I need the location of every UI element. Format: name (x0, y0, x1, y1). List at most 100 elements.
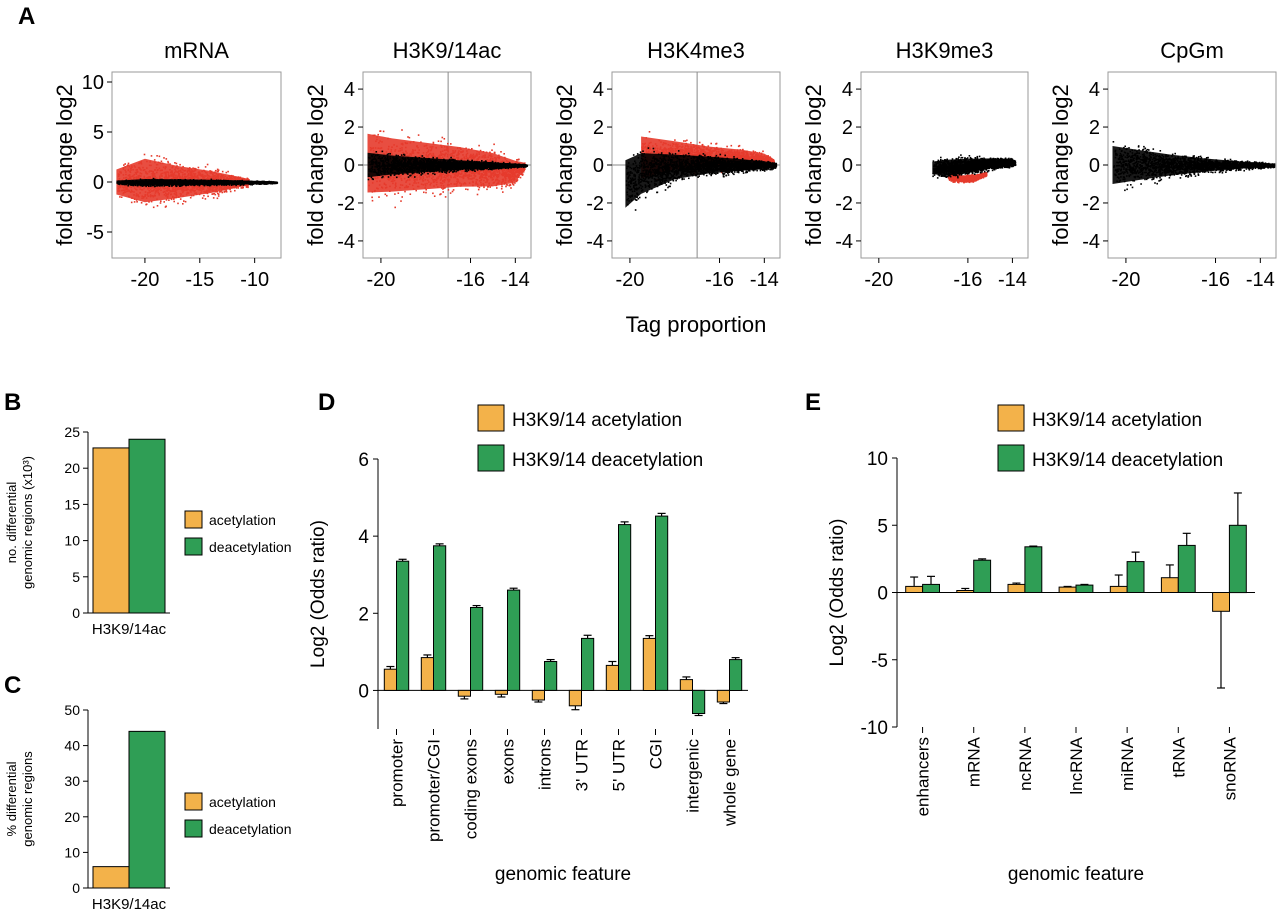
data-point (509, 184, 512, 186)
data-point (160, 200, 162, 202)
panel-label-c: C (4, 672, 21, 699)
data-point (251, 184, 253, 186)
data-point (444, 196, 447, 198)
chart-title: H3K9/14ac (393, 38, 502, 63)
data-point (197, 166, 200, 169)
data-point (152, 206, 155, 209)
data-point (156, 205, 159, 207)
data-point (148, 201, 150, 203)
data-point (150, 185, 152, 187)
data-point (127, 184, 129, 187)
y-axis-label: fold change log2 (52, 84, 77, 245)
data-point (245, 186, 248, 188)
data-point (216, 168, 219, 171)
y-tick-label: -5 (86, 222, 104, 244)
data-point (174, 162, 176, 164)
data-point (486, 188, 488, 191)
data-point (183, 200, 185, 202)
data-point (201, 197, 204, 199)
y-tick-label: 0 (344, 155, 355, 177)
data-point (241, 187, 244, 189)
data-point (452, 189, 455, 191)
data-point (447, 142, 449, 145)
data-point (155, 184, 158, 187)
data-point (204, 166, 207, 168)
data-point (136, 184, 139, 187)
y-tick-label: 5 (93, 122, 104, 144)
data-point (450, 143, 452, 145)
y-tick-label: -2 (337, 193, 355, 215)
data-point (225, 191, 228, 193)
data-point (163, 157, 165, 159)
x-tick-label: -20 (366, 269, 395, 291)
data-point (167, 162, 170, 164)
data-point (237, 187, 239, 189)
data-point (377, 133, 379, 136)
data-point (225, 171, 228, 174)
data-point (443, 138, 446, 140)
data-point (417, 134, 420, 136)
data-point (179, 198, 182, 200)
data-point (211, 193, 213, 195)
data-point (384, 193, 387, 196)
data-point (198, 184, 201, 187)
data-point (506, 184, 509, 186)
data-point (212, 197, 215, 199)
data-point (229, 188, 231, 191)
data-point (217, 193, 220, 195)
data-point (493, 151, 496, 154)
data-point (493, 143, 495, 146)
y-axis-label: fold change log2 (303, 84, 328, 245)
data-point (153, 159, 156, 161)
x-tick-label: -14 (501, 269, 530, 291)
data-point (203, 194, 205, 197)
panel-label-a: A (18, 3, 35, 30)
data-point (371, 199, 374, 202)
data-point (400, 200, 402, 202)
data-point (442, 191, 444, 193)
data-point (401, 129, 403, 131)
data-point (425, 191, 427, 194)
data-point (225, 189, 228, 192)
data-point (407, 136, 409, 138)
data-point (235, 187, 238, 189)
data-point (133, 201, 136, 203)
data-point (184, 200, 187, 203)
x-tick-label: -10 (240, 269, 269, 291)
data-point (150, 200, 153, 203)
series-not-significant (116, 177, 279, 188)
data-point (159, 202, 162, 204)
data-point (219, 191, 221, 193)
data-point (214, 169, 217, 172)
data-point (519, 176, 522, 179)
plot-frame (111, 71, 282, 259)
data-point (501, 185, 503, 188)
data-point (223, 191, 226, 193)
data-point (478, 144, 480, 147)
data-point (127, 162, 130, 165)
data-point (221, 191, 224, 194)
data-point (169, 163, 171, 165)
data-point (179, 163, 181, 166)
data-point (273, 182, 275, 184)
data-point (491, 149, 493, 151)
data-point (221, 170, 224, 173)
data-point (433, 195, 436, 197)
data-point (207, 195, 209, 198)
data-point (415, 189, 417, 192)
data-point (160, 160, 163, 163)
data-point (449, 192, 452, 194)
data-point (165, 158, 168, 160)
data-point (158, 155, 161, 158)
data-point (220, 190, 223, 192)
data-point (217, 195, 220, 197)
data-point (165, 205, 167, 208)
data-point (230, 184, 233, 186)
chart-title: mRNA (164, 38, 229, 63)
data-point (229, 190, 232, 193)
data-point (247, 185, 249, 187)
data-point (409, 193, 412, 195)
x-tick-label: -20 (130, 269, 159, 291)
